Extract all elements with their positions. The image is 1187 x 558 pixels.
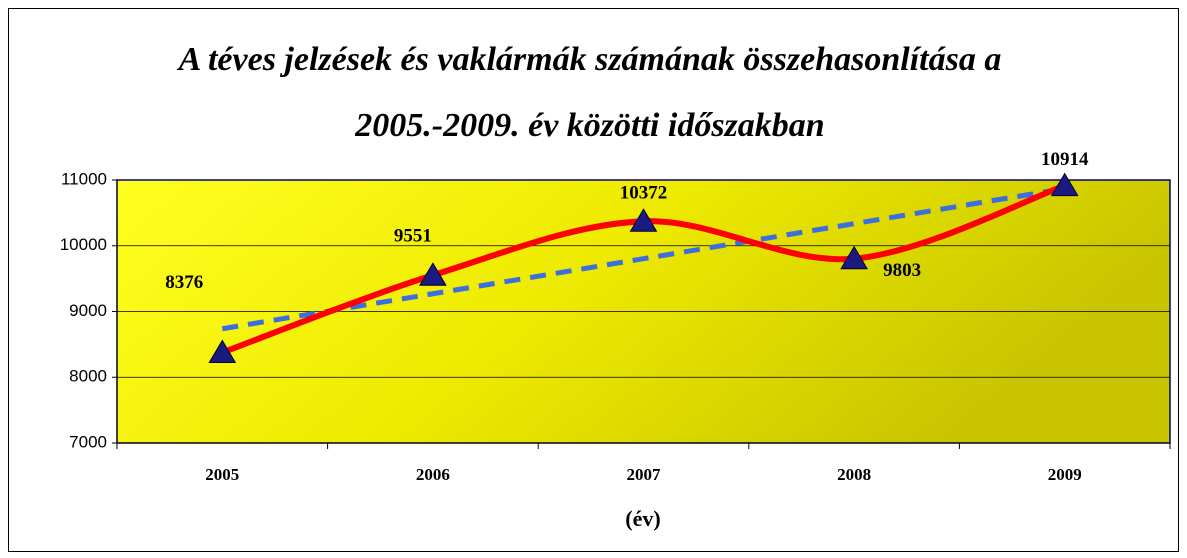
data-label: 9803 <box>883 260 921 281</box>
chart-title: A téves jelzések és vaklármák számának ö… <box>177 41 1002 78</box>
x-axis-label: (év) <box>625 506 660 531</box>
chart-title: 2005.-2009. év közötti időszakban <box>354 107 824 144</box>
data-label: 8376 <box>165 272 203 293</box>
x-tick-label: 2009 <box>1048 465 1082 484</box>
x-tick-label: 2005 <box>205 465 239 484</box>
x-tick-label: 2007 <box>627 465 662 484</box>
data-label: 9551 <box>394 226 432 247</box>
x-tick-label: 2006 <box>416 465 450 484</box>
y-tick-label: 7000 <box>69 432 107 451</box>
y-tick-label: 11000 <box>61 169 107 188</box>
marker <box>208 339 237 364</box>
marker <box>840 245 868 270</box>
trend-line <box>221 186 1066 332</box>
marker <box>419 262 447 286</box>
data-label: 10914 <box>1041 149 1089 170</box>
y-tick-label: 8000 <box>69 367 107 386</box>
marker <box>629 208 658 232</box>
y-tick-label: 9000 <box>69 301 107 320</box>
y-tick-label: 10000 <box>60 235 107 254</box>
x-tick-label: 2008 <box>837 465 871 484</box>
data-label: 10372 <box>620 183 668 204</box>
marker <box>1050 172 1079 197</box>
